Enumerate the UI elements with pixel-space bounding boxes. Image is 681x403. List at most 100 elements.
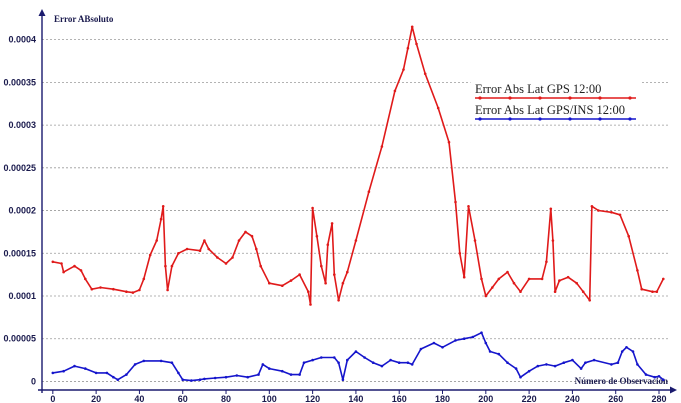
data-point (190, 379, 193, 382)
legend-marker (568, 96, 572, 100)
legend-marker (478, 96, 482, 100)
data-point (250, 234, 254, 238)
data-point (170, 361, 174, 365)
data-point (244, 230, 247, 234)
data-point (631, 350, 635, 353)
data-point (415, 42, 418, 46)
data-point (307, 290, 310, 294)
data-point (480, 277, 483, 281)
data-point (62, 369, 65, 373)
legend-entry-label: Error Abs Lat GPS/INS 12:00 (475, 103, 625, 117)
data-point (551, 239, 555, 242)
data-point (480, 331, 483, 335)
data-point (246, 375, 249, 379)
y-tick-label: 0.00035 (3, 77, 36, 87)
data-point (519, 375, 522, 379)
legend-marker (508, 117, 512, 121)
data-point (588, 299, 591, 302)
data-point (363, 356, 366, 359)
legend-marker (538, 117, 542, 121)
data-point (259, 264, 263, 268)
data-point (112, 287, 115, 291)
data-point (514, 367, 518, 370)
x-axis-arrow-icon (670, 386, 677, 394)
data-point (177, 252, 180, 255)
data-point (545, 260, 548, 264)
data-point (216, 256, 219, 259)
data-point (484, 294, 488, 298)
y-tick-label: 0.0001 (8, 291, 36, 301)
ticks: 0 0.00005 0.0001 0.00015 0.0002 0.00025 0.0003… (3, 35, 666, 403)
data-point (410, 25, 414, 29)
data-point (506, 361, 509, 365)
legend: Error Abs Lat GPS 12:00 Error Abs Lat GPS… (470, 79, 642, 123)
y-axis-label: Error ABsoluto (54, 14, 114, 24)
data-point (371, 361, 375, 365)
data-point (462, 275, 466, 279)
legend-marker (628, 96, 632, 100)
data-point (51, 371, 55, 375)
data-point (315, 234, 319, 238)
y-tick-label: 0.0004 (8, 35, 36, 45)
x-tick-label: 220 (522, 394, 537, 403)
data-point (402, 68, 405, 71)
data-point (512, 281, 516, 285)
data-point (84, 367, 87, 370)
data-point (164, 264, 167, 268)
data-point (454, 339, 457, 342)
legend-marker (568, 117, 572, 121)
data-point (341, 378, 345, 382)
data-point (662, 378, 665, 382)
data-point (62, 270, 65, 274)
data-point (138, 288, 141, 292)
data-point (419, 347, 423, 351)
data-point (584, 361, 587, 365)
data-point (159, 217, 163, 221)
data-point (553, 364, 557, 368)
data-point (330, 222, 334, 225)
data-point (618, 213, 622, 217)
data-point (341, 281, 345, 285)
data-point (536, 364, 540, 368)
data-point (616, 361, 620, 365)
data-point (281, 284, 284, 288)
data-point (397, 361, 401, 365)
data-point (302, 361, 306, 365)
legend-marker (478, 117, 482, 121)
data-point (185, 247, 189, 251)
x-tick-label: 100 (262, 394, 277, 403)
data-point (423, 72, 427, 76)
data-point (142, 359, 146, 363)
data-point (203, 239, 206, 242)
data-point (367, 190, 371, 193)
data-point (579, 367, 583, 370)
data-point (540, 277, 544, 281)
data-point (406, 46, 410, 50)
data-point (471, 335, 475, 339)
data-point (337, 361, 340, 365)
data-point (309, 303, 312, 306)
data-point (644, 373, 648, 376)
data-point (90, 287, 94, 291)
data-point (320, 264, 323, 268)
data-point (497, 277, 501, 281)
legend-box (470, 79, 642, 123)
data-point (447, 140, 451, 144)
data-point (94, 371, 98, 375)
data-point (203, 377, 206, 381)
data-point (354, 350, 358, 353)
data-point (640, 287, 643, 291)
data-point (337, 299, 340, 302)
data-point (436, 106, 440, 110)
data-point (620, 350, 624, 353)
data-point (131, 291, 135, 294)
data-point (354, 239, 358, 242)
data-point (549, 207, 553, 211)
x-tick-label: 280 (651, 394, 666, 403)
data-point (590, 205, 594, 208)
data-point (60, 262, 63, 265)
data-point (105, 371, 109, 375)
data-point (484, 341, 488, 345)
data-point (213, 376, 217, 380)
data-point (346, 270, 349, 274)
